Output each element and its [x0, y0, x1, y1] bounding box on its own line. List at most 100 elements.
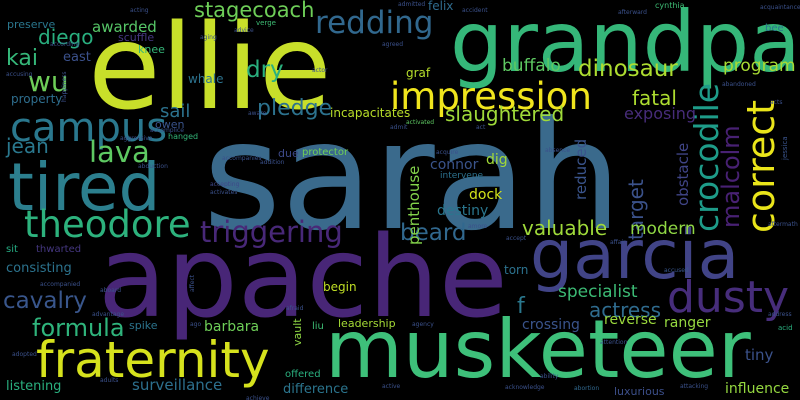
word-acts: acts	[770, 99, 783, 106]
word-absence: absence	[545, 147, 571, 154]
word-protector: protector	[302, 147, 349, 158]
word-active: active	[382, 383, 401, 390]
word-tiny: tiny	[745, 346, 774, 364]
word-graf: graf	[406, 66, 431, 80]
word-offered: offered	[285, 369, 321, 380]
word-reduced: reduced	[572, 138, 590, 200]
word-address: address	[768, 311, 792, 318]
word-awarded: awarded	[92, 18, 157, 36]
word-dock: dock	[469, 187, 503, 203]
word-fatal: fatal	[632, 86, 677, 110]
word-wu: wu	[28, 65, 69, 98]
word-knee: knee	[138, 43, 165, 56]
word-kai: kai	[6, 46, 38, 71]
word-diego: diego	[38, 25, 94, 49]
word-attacking: attacking	[680, 383, 709, 390]
word-lava: lava	[89, 135, 150, 169]
word-cavalry: cavalry	[3, 288, 87, 314]
word-aging: aging	[200, 34, 217, 41]
word-incapacitates: incapacitates	[330, 106, 411, 120]
word-achieve: achieve	[246, 395, 270, 400]
word-campus: campus	[10, 105, 168, 151]
word-abortion: abortion	[574, 385, 600, 392]
word-sail: sail	[160, 101, 191, 122]
word-acknowledge: acknowledge	[505, 384, 545, 391]
word-correct: correct	[739, 99, 783, 233]
word-luxurious: luxurious	[614, 385, 665, 398]
word-ranger: ranger	[664, 315, 711, 331]
word-impression: impression	[390, 75, 592, 118]
word-scuffle: scuffle	[118, 31, 155, 44]
word-theodore: theodore	[24, 203, 191, 246]
word-attention: attention	[600, 339, 628, 346]
word-east: east	[63, 50, 91, 65]
word-garcia: garcia	[530, 216, 740, 295]
word-difference: difference	[283, 382, 349, 397]
word-abduction: abduction	[138, 163, 168, 170]
word-musketeer: musketeer	[325, 303, 751, 396]
word-ago: ago	[190, 321, 202, 328]
word-dinosaur: dinosaur	[578, 56, 678, 82]
word-afterward: afterward	[618, 9, 647, 16]
word-activated: activated	[406, 119, 435, 126]
word-act: act	[476, 124, 486, 131]
word-preserve: preserve	[7, 18, 56, 31]
word-whale: whale	[188, 72, 224, 86]
word-sit: sit	[6, 244, 18, 255]
word-admitted: admitted	[398, 1, 426, 8]
word-crossing: crossing	[522, 317, 580, 333]
word-accompanies: accompanies	[222, 155, 262, 162]
word-admit: admit	[390, 124, 408, 131]
word-reverse: reverse	[604, 312, 657, 328]
word-jean: jean	[6, 134, 49, 158]
word-vault: vault	[291, 318, 304, 346]
word-obstacle: obstacle	[674, 142, 692, 206]
word-stagecoach: stagecoach	[194, 0, 315, 22]
word-owen: owen	[155, 118, 185, 131]
word-modern: modern	[630, 219, 696, 239]
word-accepting: accepting	[210, 181, 240, 188]
word-amore: amore	[468, 223, 488, 230]
word-ellie: ellie	[88, 0, 332, 136]
word-sarah: sarah	[203, 90, 622, 264]
word-cynthia: cynthia	[655, 1, 685, 10]
word-affect: affect	[189, 274, 196, 292]
word-hanged: hanged	[168, 132, 199, 141]
word-due: due	[278, 147, 299, 160]
word-accident: accident	[462, 7, 488, 14]
word-verge: verge	[256, 19, 276, 27]
word-triggering: triggering	[200, 215, 343, 249]
word-accompanied: accompanied	[40, 281, 81, 288]
word-consisting: consisting	[6, 261, 72, 276]
word-valuable: valuable	[522, 216, 608, 240]
word-abandoned: abandoned	[722, 81, 756, 88]
word-fraternity: fraternity	[36, 331, 270, 389]
word-ability: ability	[540, 373, 559, 380]
word-dusty: dusty	[667, 272, 790, 323]
word-connor: connor	[430, 157, 479, 173]
word-tired: tired	[8, 149, 161, 226]
word-buffalo: buffalo	[502, 56, 561, 76]
word-jessica: jessica	[781, 136, 789, 160]
word-listening: listening	[6, 379, 62, 394]
word-actress: actress	[589, 298, 662, 322]
word-accused: accused	[664, 267, 689, 274]
word-advantage: advantage	[92, 311, 125, 318]
word-advice: advice	[234, 27, 254, 34]
word-acquaintance: acquaintance	[760, 4, 800, 11]
word-accusing: accusing	[6, 71, 33, 78]
word-acid: acid	[778, 324, 793, 332]
word-adopted: adopted	[12, 351, 37, 358]
word-begin: begin	[323, 280, 357, 294]
word-dig: dig	[486, 152, 508, 168]
word-leadership: leadership	[338, 317, 396, 330]
word-f: f	[517, 294, 525, 319]
word-bee: bee	[765, 23, 784, 34]
word-specialist: specialist	[558, 282, 638, 302]
word-exposing: exposing	[624, 104, 697, 123]
word-destiny: destiny	[437, 203, 489, 219]
word-influence: influence	[725, 381, 790, 397]
word-happiness: happiness	[61, 71, 68, 102]
word-actor: actor	[312, 67, 328, 74]
